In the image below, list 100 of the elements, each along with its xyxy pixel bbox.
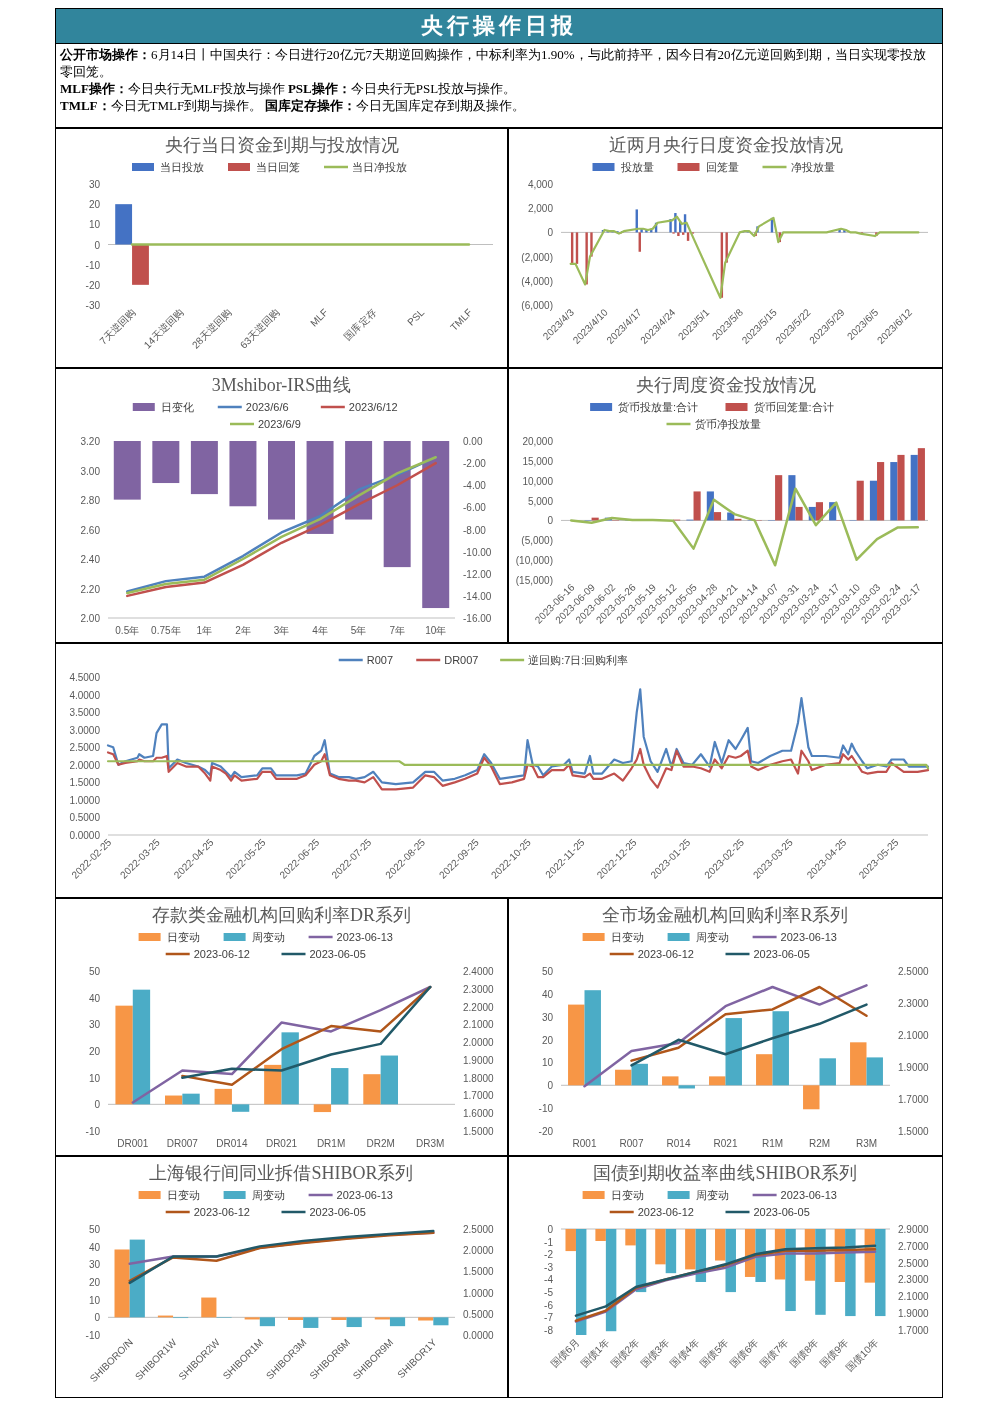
x-tick-label: DR001	[117, 1138, 149, 1149]
legend-label: 2023/6/9	[257, 418, 301, 430]
y2-tick-label: 2.1000	[463, 1019, 495, 1031]
y2-tick-label: 1.7000	[898, 1324, 930, 1336]
legend-label: 2023-06-05	[753, 1206, 810, 1218]
y2-tick-label: 2.5000	[898, 966, 930, 977]
x-tick-label: DR007	[166, 1138, 199, 1149]
y-tick-label: 2.60	[80, 524, 101, 536]
x-tick-label: R2M	[808, 1138, 831, 1149]
y-tick-label: (2,000)	[521, 251, 553, 263]
y2-tick-label: 2.3000	[463, 983, 495, 995]
x-tick-label: 0.5年	[115, 625, 140, 636]
y-tick-label: -10	[85, 259, 101, 271]
chart-title: 国债到期收益率曲线SHIBOR系列	[593, 1163, 858, 1183]
y-tick-label: 20,000	[522, 436, 554, 447]
y2-tick-label: 2.3000	[898, 1274, 930, 1286]
y-tick-label: 0	[94, 1099, 101, 1111]
y-tick-label: (6,000)	[521, 300, 553, 311]
x-tick-label: R014	[666, 1138, 691, 1149]
legend-label: 净投放量	[790, 161, 835, 173]
text: 国库定存操作：今日无国库定存到期及操作。	[265, 98, 526, 113]
chart-title: 近两月央行日度资金投放情况	[608, 135, 843, 155]
legend-label: 逆回购:7日:回购利率	[528, 654, 629, 666]
legend-label: 2023-06-05	[753, 948, 810, 960]
x-tick-label: DR1M	[316, 1138, 346, 1149]
y2-tick-label: 1.9000	[898, 1062, 930, 1073]
y2-tick-label: -4.00	[463, 480, 487, 492]
y-tick-label: -20	[538, 1126, 554, 1137]
legend-label: 当日净投放	[352, 161, 407, 173]
y-tick-label: 10	[88, 219, 101, 231]
y2-tick-label: 2.5000	[463, 1224, 495, 1235]
y2-tick-label: -2.00	[463, 458, 487, 470]
legend-label: 回笼量	[705, 161, 739, 173]
y-tick-label: 40	[88, 992, 101, 1004]
legend-label: 2023-06-12	[637, 948, 694, 960]
legend-label: 2023/6/6	[245, 401, 289, 413]
y-tick-label: 1.0000	[69, 794, 101, 806]
legend-label: 2023-06-13	[336, 1189, 393, 1201]
y-tick-label: 20	[541, 1034, 554, 1046]
text: 央行操作日报	[56, 9, 942, 44]
x-tick-label: DR021	[265, 1138, 298, 1149]
legend-label: 日变动	[166, 931, 200, 943]
y2-tick-label: 1.5000	[463, 1126, 495, 1137]
chart-title: 上海银行间同业拆借SHIBOR系列	[149, 1163, 414, 1183]
y2-tick-label: 2.1000	[898, 1291, 930, 1303]
y-tick-label: 2.40	[80, 554, 101, 565]
y-tick-label: -20	[85, 279, 101, 291]
legend-label: 2023-06-12	[637, 1206, 694, 1218]
legend-label: 周变动	[251, 931, 285, 943]
y-tick-label: -10	[85, 1126, 101, 1137]
legend-label: 周变动	[251, 1189, 285, 1201]
y-tick-label: 15,000	[522, 455, 554, 467]
y-tick-label: 3.5000	[69, 707, 101, 719]
text: TMLF：今日无TMLF到期与操作。	[60, 98, 263, 113]
y-tick-label: (15,000)	[515, 575, 553, 586]
y2-tick-label: 2.4000	[463, 966, 495, 977]
x-tick-label: PSL	[405, 306, 427, 328]
y2-tick-label: 2.0000	[463, 1245, 495, 1257]
y-tick-label: 40	[541, 988, 554, 1000]
legend-label: 2023-06-13	[780, 931, 837, 943]
y2-tick-label: 0.00	[463, 436, 483, 447]
legend-label: R007	[366, 654, 394, 666]
legend-label: 货币净投放量	[694, 418, 761, 430]
y-tick-label: 50	[88, 1224, 101, 1235]
y-tick-label: 10,000	[522, 475, 554, 487]
y2-tick-label: -14.00	[463, 590, 492, 602]
text: 公开市场操作：6月14日丨中国央行：今日进行20亿元7天期逆回购操作，中标利率为1.90%，与此前持平，因今日有20亿元逆回购到期，当日实现零投放零回笼。	[60, 47, 926, 79]
legend-label: 货币回笼量:合计	[753, 401, 834, 413]
y2-tick-label: 1.7000	[898, 1094, 930, 1105]
y2-tick-label: -16.00	[463, 613, 492, 624]
y-tick-label: 2.5000	[69, 742, 101, 754]
y-tick-label: -10	[85, 1330, 101, 1341]
y-tick-label: 1.5000	[69, 777, 101, 789]
y-tick-label: 4.5000	[69, 672, 101, 683]
chart-title: 全市场金融机构回购利率R系列	[602, 905, 849, 925]
x-tick-label: 63天逆回购	[237, 306, 282, 351]
y2-tick-label: 1.8000	[463, 1072, 495, 1084]
x-tick-label: 2年	[235, 625, 251, 636]
x-tick-label: 国库定存	[342, 306, 379, 343]
x-tick-label: DR3M	[416, 1138, 445, 1149]
y-tick-label: 2.0000	[69, 759, 101, 771]
y2-tick-label: 2.0000	[463, 1037, 495, 1049]
y-tick-label: -4	[544, 1274, 554, 1286]
y2-tick-label: -12.00	[463, 568, 492, 580]
y-tick-label: 3.0000	[69, 724, 101, 736]
y2-tick-label: -6.00	[463, 502, 487, 514]
y-tick-label: 2.80	[80, 495, 101, 506]
legend-label: 2023-06-12	[193, 1206, 250, 1218]
y-tick-label: 2,000	[527, 203, 554, 215]
y-tick-label: 40	[88, 1241, 101, 1253]
y-tick-label: -5	[544, 1287, 554, 1299]
y-tick-label: (4,000)	[521, 275, 553, 287]
y-tick-label: 3.00	[80, 465, 101, 477]
chart-title: 3Mshibor-IRS曲线	[211, 375, 352, 395]
y-tick-label: -2	[544, 1249, 554, 1261]
legend-label: 2023-06-05	[309, 948, 366, 960]
y2-tick-label: 2.2000	[463, 1001, 495, 1013]
x-tick-label: 4年	[312, 625, 328, 636]
y-tick-label: 0.5000	[69, 812, 101, 824]
legend-label: 当日投放	[160, 161, 204, 173]
